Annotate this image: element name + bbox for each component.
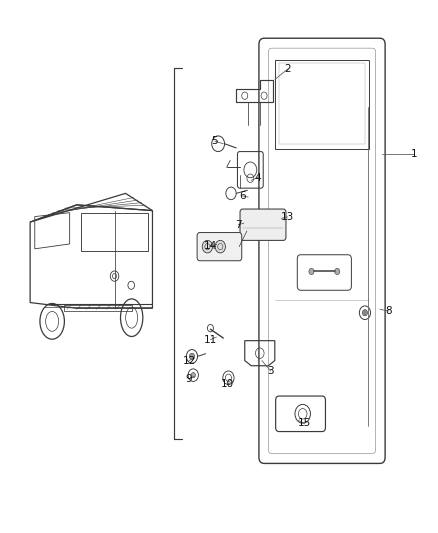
Circle shape xyxy=(215,240,226,253)
Circle shape xyxy=(191,373,195,378)
Circle shape xyxy=(189,353,194,359)
Circle shape xyxy=(202,240,212,253)
Text: 4: 4 xyxy=(254,173,261,183)
Text: 15: 15 xyxy=(298,418,311,428)
Text: 3: 3 xyxy=(267,366,274,376)
FancyBboxPatch shape xyxy=(240,209,286,240)
Text: 2: 2 xyxy=(284,64,291,74)
Circle shape xyxy=(335,268,340,274)
Text: 5: 5 xyxy=(212,136,218,146)
Text: 11: 11 xyxy=(204,335,217,345)
FancyBboxPatch shape xyxy=(197,232,242,261)
Text: 12: 12 xyxy=(182,356,196,366)
Circle shape xyxy=(309,268,314,274)
Text: 13: 13 xyxy=(281,212,294,222)
Text: 10: 10 xyxy=(221,379,234,389)
Text: 1: 1 xyxy=(411,149,417,159)
Text: 6: 6 xyxy=(239,191,246,201)
Text: 8: 8 xyxy=(385,306,392,316)
Circle shape xyxy=(362,310,367,316)
Text: 14: 14 xyxy=(204,240,217,251)
Text: 9: 9 xyxy=(186,374,192,384)
Text: 7: 7 xyxy=(235,220,242,230)
